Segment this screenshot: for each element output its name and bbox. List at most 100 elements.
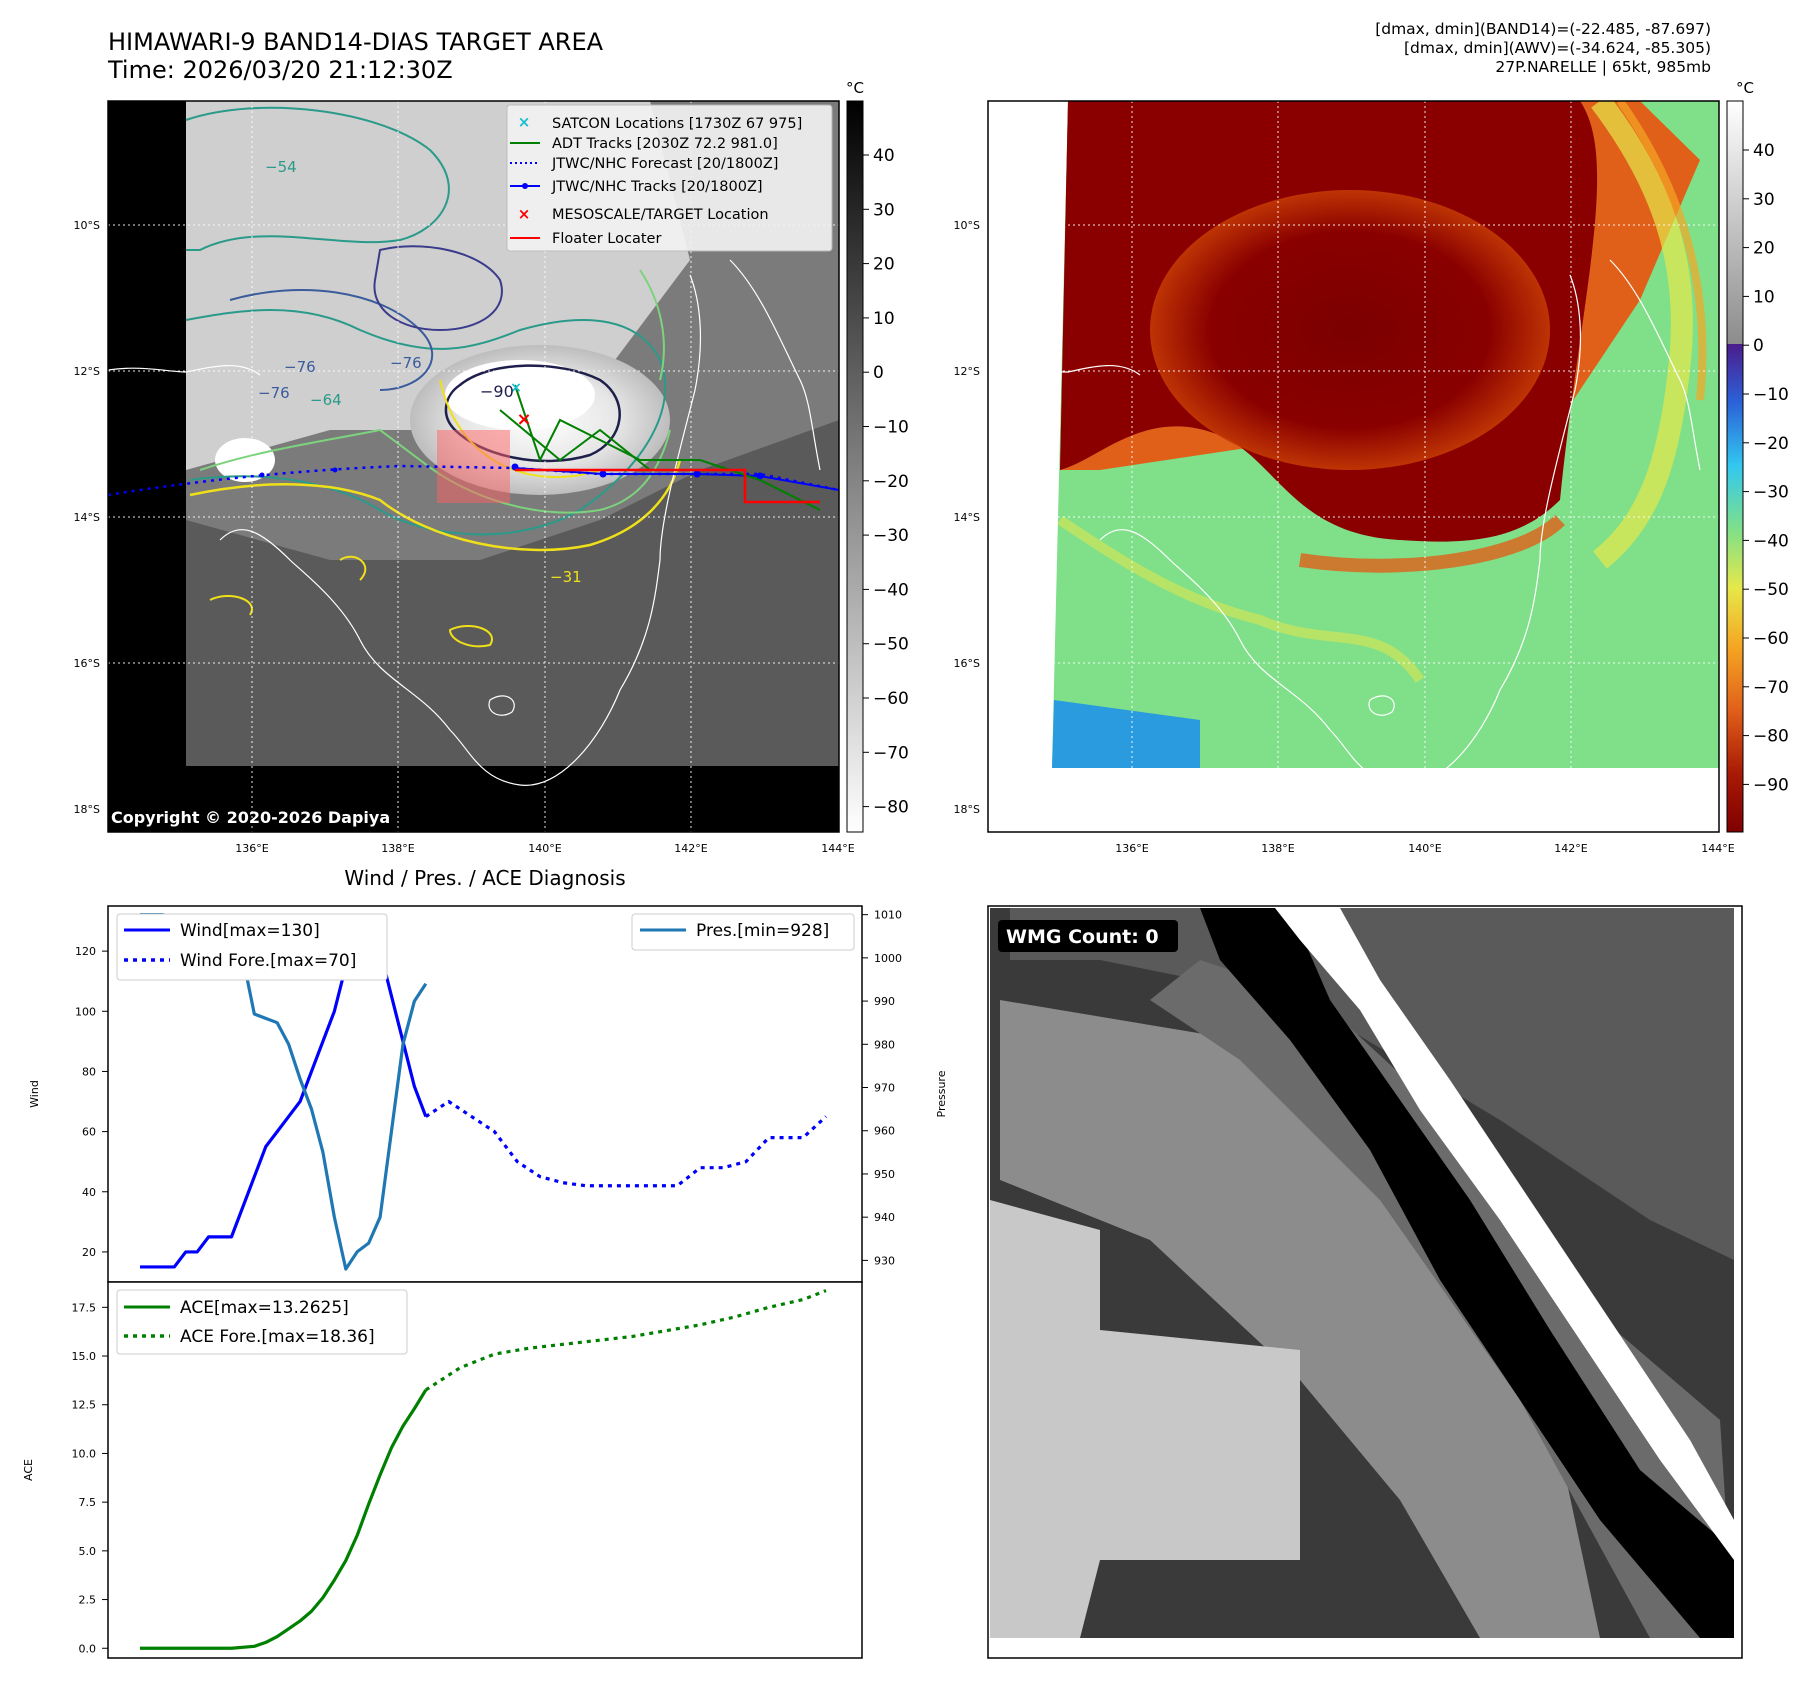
ace-panel: 0.0 2.5 5.0 7.5 10.0 12.5 15.0 17.5 ACE ACE[max… [22,1281,863,1659]
contour-label: −76 [390,354,422,372]
storm-info-line2: [dmax, dmin](AWV)=(-34.624, -85.305) [1404,39,1711,57]
awv-map-panel: 10°S 12°S 14°S 16°S 18°S 136°E 138°E 140… [954,100,1735,855]
satcon-marker-icon: × [518,113,531,131]
legend-entry: Wind[max=130] [180,921,320,941]
diagnosis-title: Wind / Pres. / ACE Diagnosis [344,866,625,890]
colorbar-tick: 20 [873,255,895,275]
colorbar-tick: −30 [1753,483,1789,503]
figure-title: HIMAWARI-9 BAND14-DIAS TARGET AREA Time:… [108,28,603,84]
svg-text:14°S: 14°S [74,511,100,524]
pressure-tick: 950 [874,1168,895,1181]
svg-text:18°S: 18°S [954,803,980,816]
colorbar-tick: −60 [1753,629,1789,649]
ace-tick: 5.0 [79,1545,97,1558]
figure-title-line2: Time: 2026/03/20 21:12:30Z [108,56,453,84]
pressure-tick: 1010 [874,909,902,922]
ace-tick: 12.5 [72,1399,97,1412]
svg-text:12°S: 12°S [74,365,100,378]
legend-entry: MESOSCALE/TARGET Location [552,207,769,223]
svg-text:142°E: 142°E [674,842,707,855]
storm-info: [dmax, dmin](BAND14)=(-22.485, -87.697) … [1375,20,1711,77]
awv-lat-labels: 10°S 12°S 14°S 16°S 18°S [954,219,980,816]
pressure-tick: 990 [874,995,895,1008]
legend-entry: Pres.[min=928] [696,921,829,941]
colorbar-tick: −80 [873,798,909,818]
legend-entry: ADT Tracks [2030Z 72.2 981.0] [552,136,778,152]
colorbar-tick: 0 [1753,336,1764,356]
wind-tick: 60 [82,1126,96,1139]
svg-text:144°E: 144°E [821,842,854,855]
storm-info-line1: [dmax, dmin](BAND14)=(-22.485, -87.697) [1375,20,1711,38]
svg-text:14°S: 14°S [954,511,980,524]
colorbar-tick: −20 [1753,434,1789,454]
colorbar-tick: −20 [873,472,909,492]
wind-tick: 20 [82,1246,96,1259]
svg-text:16°S: 16°S [954,657,980,670]
svg-text:138°E: 138°E [381,842,414,855]
contour-label: −31 [550,568,582,586]
colorbar-tick: −10 [873,418,909,438]
colorbar-tick: −40 [873,580,909,600]
map-legend: × SATCON Locations [1730Z 67 975] ADT Tr… [506,104,833,252]
colorbar-tick: −80 [1753,727,1789,747]
ace-axis-label: ACE [22,1459,35,1481]
colorbar-tick: 10 [1753,287,1775,307]
ace-tick: 10.0 [72,1447,97,1460]
colorbar-tick: 40 [873,146,895,166]
legend-entry: JTWC/NHC Tracks [20/1800Z] [551,179,763,195]
figure-title-line1: HIMAWARI-9 BAND14-DIAS TARGET AREA [108,28,604,56]
colorbar-tick: 30 [1753,190,1775,210]
colorbar-tick: −70 [873,743,909,763]
svg-text:×: × [510,380,522,396]
wmg-count-label: WMG Count: 0 [1006,926,1159,948]
colorbar-tick: −30 [873,526,909,546]
svg-text:138°E: 138°E [1261,842,1294,855]
wind-tick: 80 [82,1065,96,1078]
svg-text:18°S: 18°S [74,803,100,816]
series-line-ace [140,1389,428,1650]
colorbar-tick: 10 [873,309,895,329]
map-lon-labels: 136°E 138°E 140°E 142°E 144°E [235,842,854,855]
legend-entry: Floater Locater [552,231,661,247]
colorbar-tick: 20 [1753,239,1775,259]
colorbar-tick: −40 [1753,531,1789,551]
copyright-text: Copyright © 2020-2026 Dapiya [111,808,390,827]
svg-text:140°E: 140°E [1408,842,1441,855]
svg-text:136°E: 136°E [235,842,268,855]
pressure-axis-label: Pressure [935,1070,948,1117]
colorbar-tick: −50 [873,635,909,655]
pressure-tick: 940 [874,1211,895,1224]
pressure-tick: 980 [874,1038,895,1051]
colorbar-tick: −60 [873,689,909,709]
svg-text:16°S: 16°S [74,657,100,670]
colorbar-tick: −50 [1753,580,1789,600]
contour-label: −90 [480,382,514,401]
svg-text:142°E: 142°E [1554,842,1587,855]
ace-legend: ACE[max=13.2625] ACE Fore.[max=18.36] [116,1289,408,1355]
legend-entry: SATCON Locations [1730Z 67 975] [552,116,802,132]
series-line-wind-fore- [424,1099,828,1188]
contour-label: −76 [284,358,316,376]
pressure-legend: Pres.[min=928] [631,913,855,951]
colorbar-unit: °C [846,79,864,97]
band14-colorbar: °C 40 30 20 10 0 −10 −20 −30 −40 −50 −60 −70 −80 [846,79,909,833]
target-location-marker: × [516,409,531,430]
target-marker-icon: × [518,205,531,223]
svg-text:10°S: 10°S [74,219,100,232]
colorbar-unit: °C [1736,79,1754,97]
ace-tick: 7.5 [79,1496,97,1509]
pressure-tick: 930 [874,1254,895,1267]
ace-tick: 2.5 [79,1594,97,1607]
svg-text:12°S: 12°S [954,365,980,378]
wind-tick: 40 [82,1186,96,1199]
wind-legend: Wind[max=130] Wind Fore.[max=70] [116,913,388,981]
svg-text:136°E: 136°E [1115,842,1148,855]
colorbar-tick: 40 [1753,141,1775,161]
wind-axis-label: Wind [28,1080,41,1108]
pressure-tick: 1000 [874,952,902,965]
colorbar-tick: 30 [873,200,895,220]
legend-entry: ACE Fore.[max=18.36] [180,1327,375,1347]
awv-colorbar: °C 40 30 20 10 0 −10 −20 −30 −40 −50 −60 −70 −80 −90 [1726,79,1789,833]
legend-entry: Wind Fore.[max=70] [180,951,356,971]
